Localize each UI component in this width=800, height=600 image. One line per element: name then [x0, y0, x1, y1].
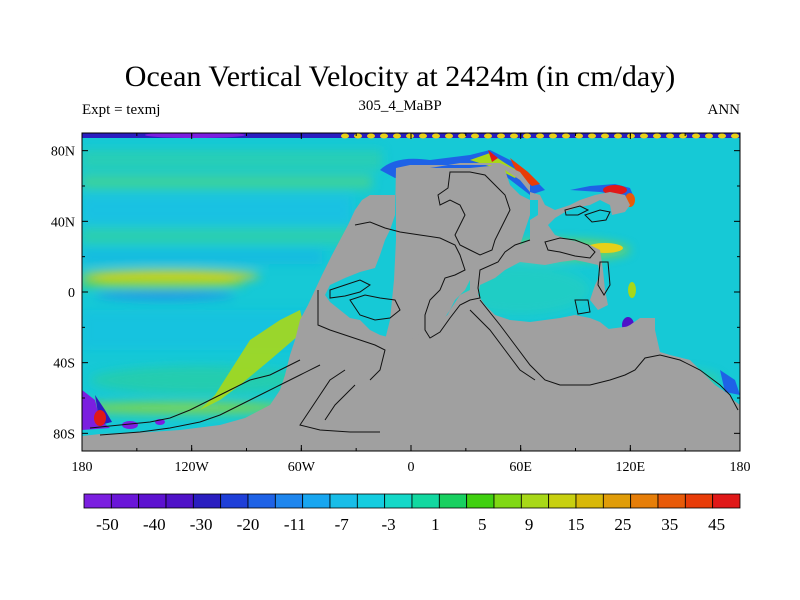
colorbar-swatch [684, 493, 714, 509]
edge-anomaly-dot [588, 133, 596, 139]
y-tick-label: 80N [51, 145, 75, 160]
edge-anomaly-dot [497, 133, 505, 139]
plot-title: Ocean Vertical Velocity at 2424m (in cm/… [124, 60, 676, 93]
colorbar-label: 35 [661, 515, 678, 534]
colorbar-swatch [630, 493, 659, 509]
land-mask [82, 163, 740, 451]
edge-anomaly-dot [731, 133, 739, 139]
colorbar-label: 15 [568, 515, 585, 534]
edge-anomaly-dot [601, 133, 609, 139]
y-tick-label: 80S [53, 427, 75, 442]
colorbar-swatch [493, 493, 522, 509]
colorbar-swatch [575, 493, 604, 509]
velocity-field-pattern [82, 150, 720, 414]
edge-anomaly-dot [705, 133, 713, 139]
coastline-outlines [89, 171, 739, 436]
colorbar-swatch [83, 493, 112, 509]
y-axis-labels: 80N 40N 0 40S 80S [51, 145, 75, 443]
y-tick-label: 40N [51, 215, 75, 230]
edge-anomaly-dot [406, 133, 414, 139]
edge-anomaly-dot [614, 133, 622, 139]
y-tick-label: 0 [68, 286, 75, 301]
edge-anomaly-dot [549, 133, 557, 139]
edge-anomaly-dot [445, 133, 453, 139]
colorbar-label: -20 [237, 515, 260, 534]
colorbar [83, 493, 741, 509]
x-tick-label: 0 [408, 460, 415, 475]
edge-anomaly-dot [718, 133, 726, 139]
colorbar-label: 45 [708, 515, 725, 534]
colorbar-swatch [411, 493, 440, 509]
colorbar-label: -7 [335, 515, 350, 534]
colorbar-label: 5 [478, 515, 487, 534]
experiment-label: Expt = texmj [82, 102, 161, 118]
edge-anomaly-dot [627, 133, 635, 139]
edge-anomaly-dot [679, 133, 687, 139]
x-tick-label: 120W [175, 460, 210, 475]
colorbar-label: 1 [431, 515, 440, 534]
colorbar-label: 25 [614, 515, 631, 534]
map-plot-area [82, 133, 740, 451]
colorbar-label: -3 [381, 515, 395, 534]
edge-anomaly-dot [432, 133, 440, 139]
edge-anomaly-dot [380, 133, 388, 139]
colorbar-label: -30 [190, 515, 213, 534]
plot-subtitle: 305_4_MaBP [358, 98, 442, 114]
edge-anomaly-dot [510, 133, 518, 139]
colorbar-swatch [466, 493, 495, 509]
x-tick-label: 60W [288, 460, 316, 475]
edge-anomaly-dot [562, 133, 570, 139]
colorbar-swatch [329, 493, 358, 509]
colorbar-label: -11 [284, 515, 306, 534]
colorbar-swatch [384, 493, 413, 509]
edge-anomaly-dot [523, 133, 531, 139]
colorbar-label: -50 [96, 515, 119, 534]
x-tick-label: 60E [509, 460, 532, 475]
colorbar-swatch [520, 493, 550, 509]
edge-anomaly-dot [653, 133, 661, 139]
edge-anomaly-dot [575, 133, 583, 139]
colorbar-label: 9 [525, 515, 534, 534]
colorbar-swatch [138, 493, 167, 509]
edge-anomaly-dot [666, 133, 674, 139]
edge-anomaly-dot [341, 133, 349, 139]
x-tick-label: 180 [730, 460, 751, 475]
x-tick-label: 120E [616, 460, 646, 475]
colorbar-swatch [548, 493, 577, 509]
colorbar-swatch [247, 493, 276, 509]
colorbar-labels: -50 -40 -30 -20 -11 -7 -3 1 5 9 15 25 35 45 [96, 515, 725, 534]
x-axis-labels: 180 120W 60W 0 60E 120E 180 [72, 460, 751, 475]
edge-anomaly-dot [367, 133, 375, 139]
edge-anomaly-dot [536, 133, 544, 139]
edge-anomaly-dot [354, 133, 362, 139]
colorbar-swatch [602, 493, 632, 509]
y-tick-label: 40S [53, 357, 75, 372]
edge-anomaly-dot [484, 133, 492, 139]
colorbar-swatch [657, 493, 686, 509]
colorbar-swatch [220, 493, 249, 509]
colorbar-swatch [438, 493, 468, 509]
edge-anomaly-dot [393, 133, 401, 139]
edge-anomaly-dot [471, 133, 479, 139]
edge-anomaly-dot [692, 133, 700, 139]
colorbar-swatch [274, 493, 304, 509]
edge-anomaly-dot [640, 133, 648, 139]
season-label: ANN [707, 102, 741, 118]
edge-anomaly-dot [458, 133, 466, 139]
colorbar-label: -40 [143, 515, 166, 534]
colorbar-swatch [302, 493, 331, 509]
colorbar-swatch [712, 493, 741, 509]
colorbar-swatch [165, 493, 194, 509]
colorbar-swatch [192, 493, 222, 509]
axis-ticks [81, 133, 741, 451]
x-tick-label: 180 [72, 460, 93, 475]
colorbar-swatch [356, 493, 386, 509]
colorbar-swatch [110, 493, 140, 509]
edge-anomaly-dot [419, 133, 427, 139]
